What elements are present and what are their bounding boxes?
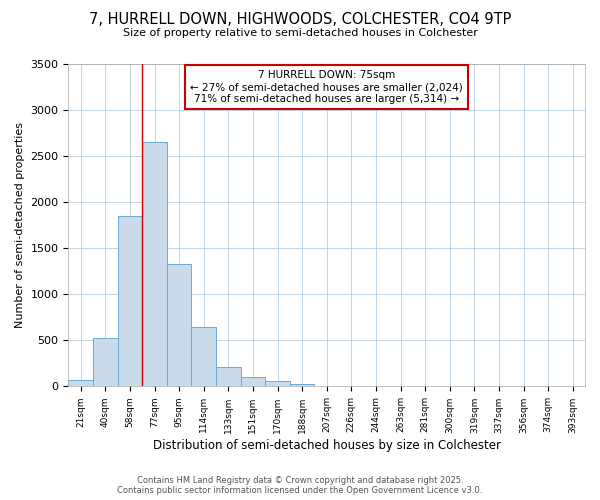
Bar: [241, 377, 265, 386]
Bar: [265, 382, 290, 386]
Bar: [118, 216, 142, 386]
Y-axis label: Number of semi-detached properties: Number of semi-detached properties: [15, 122, 25, 328]
Bar: [290, 384, 314, 386]
Bar: [191, 326, 216, 386]
Text: Size of property relative to semi-detached houses in Colchester: Size of property relative to semi-detach…: [122, 28, 478, 38]
Text: 7, HURRELL DOWN, HIGHWOODS, COLCHESTER, CO4 9TP: 7, HURRELL DOWN, HIGHWOODS, COLCHESTER, …: [89, 12, 511, 28]
Text: Contains HM Land Registry data © Crown copyright and database right 2025.
Contai: Contains HM Land Registry data © Crown c…: [118, 476, 482, 495]
Bar: [142, 142, 167, 386]
Text: 7 HURRELL DOWN: 75sqm
← 27% of semi-detached houses are smaller (2,024)
71% of s: 7 HURRELL DOWN: 75sqm ← 27% of semi-deta…: [190, 70, 463, 104]
Bar: [68, 380, 93, 386]
X-axis label: Distribution of semi-detached houses by size in Colchester: Distribution of semi-detached houses by …: [153, 440, 501, 452]
Bar: [216, 367, 241, 386]
Bar: [93, 338, 118, 386]
Bar: [167, 264, 191, 386]
